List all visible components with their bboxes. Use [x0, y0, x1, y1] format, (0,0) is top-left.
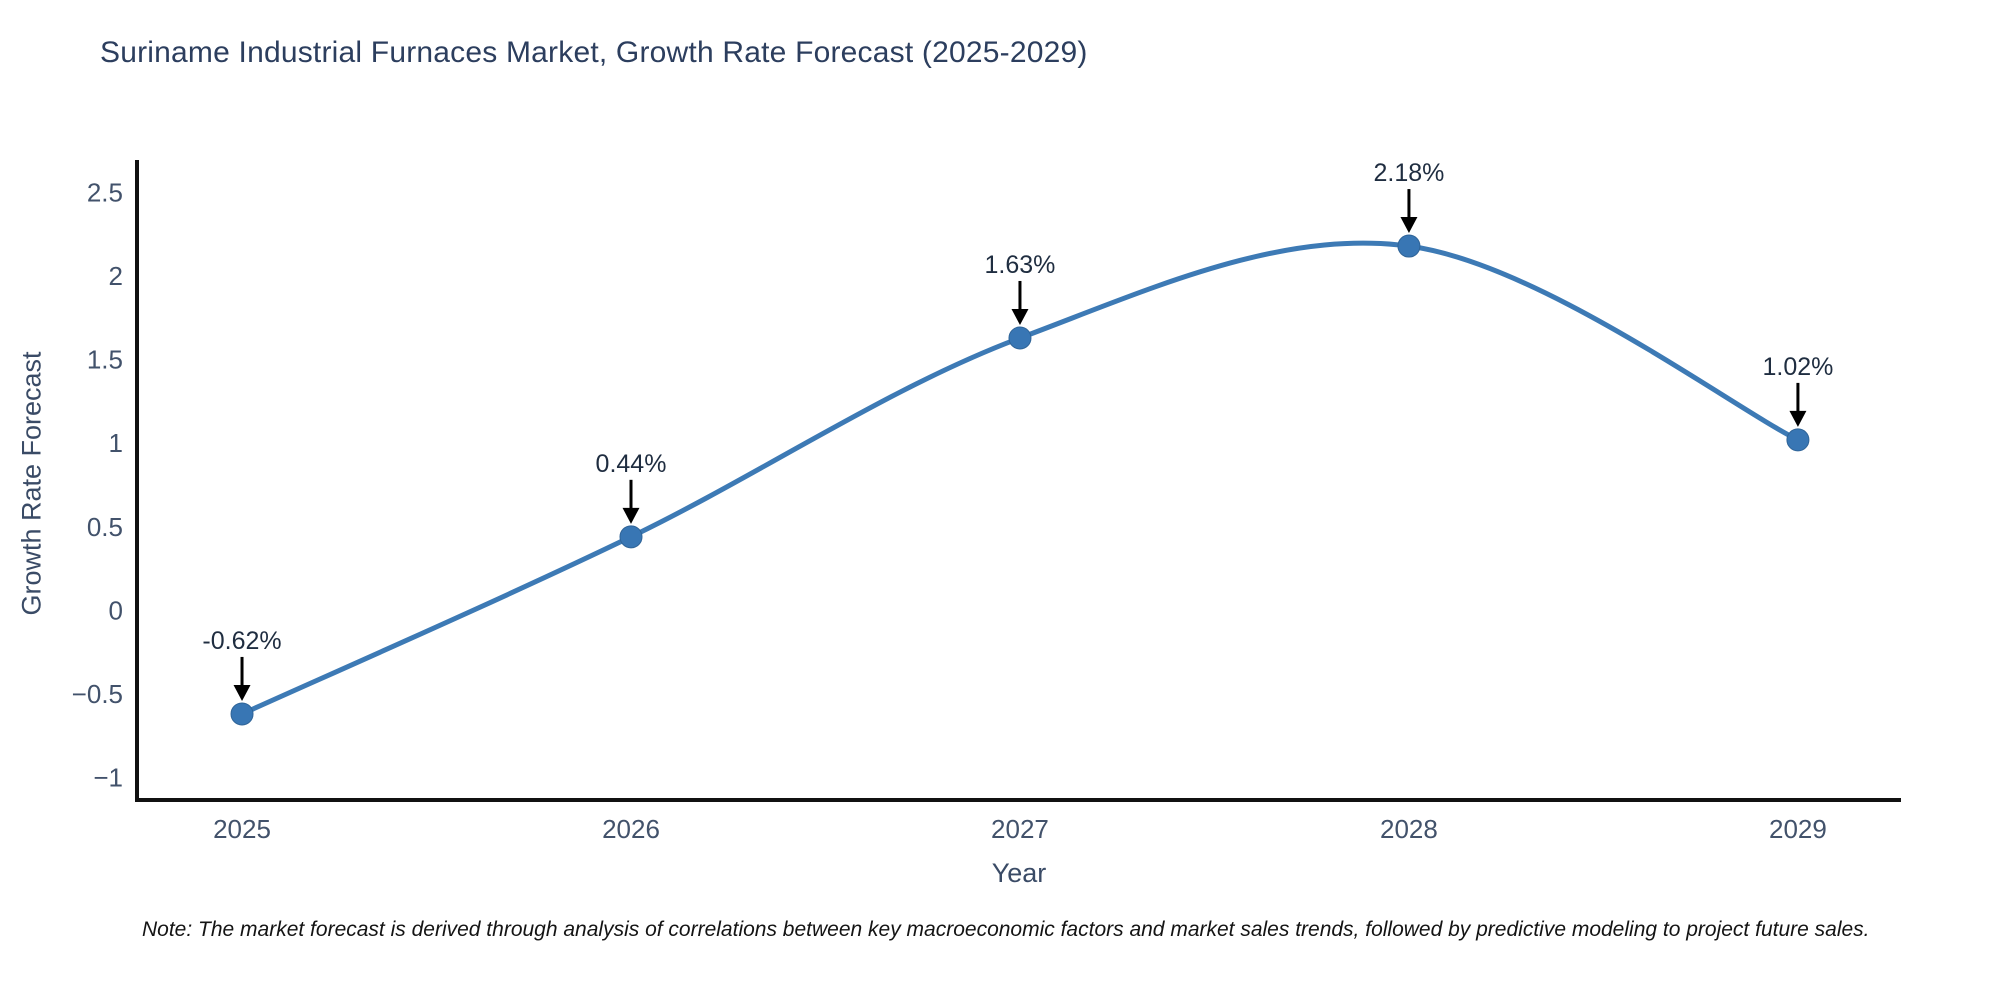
data-point-marker	[230, 702, 254, 726]
x-tick-label: 2027	[991, 814, 1049, 844]
y-tick-label: 0.5	[87, 512, 123, 542]
data-point-marker	[1786, 428, 1810, 452]
data-point-label: -0.62%	[202, 627, 281, 655]
annotation-arrowhead	[1789, 410, 1807, 427]
y-tick-label: 1	[109, 428, 123, 458]
data-point-marker	[1008, 326, 1032, 350]
data-point-label: 2.18%	[1374, 159, 1445, 187]
annotation-arrowhead	[622, 507, 640, 524]
y-tick-label: 2	[109, 261, 123, 291]
x-tick-label: 2026	[602, 814, 660, 844]
annotation-arrowhead	[233, 684, 251, 701]
y-tick-label: −0.5	[72, 679, 123, 709]
data-point-label: 1.02%	[1762, 353, 1833, 381]
y-tick-label: −1	[93, 762, 123, 792]
data-point-marker	[619, 525, 643, 549]
x-tick-label: 2028	[1380, 814, 1438, 844]
x-tick-label: 2025	[213, 814, 271, 844]
annotation-arrowhead	[1400, 217, 1418, 234]
y-tick-label: 0	[109, 595, 123, 625]
x-axis-title: Year	[991, 858, 1047, 888]
annotation-arrowhead	[1011, 308, 1029, 325]
data-point-label: 1.63%	[985, 251, 1056, 279]
y-tick-label: 2.5	[87, 178, 123, 208]
data-point-marker	[1397, 234, 1421, 258]
x-tick-label: 2029	[1769, 814, 1827, 844]
chart-footnote: Note: The market forecast is derived thr…	[142, 918, 1870, 941]
chart-title: Suriname Industrial Furnaces Market, Gro…	[100, 36, 1088, 69]
data-point-label: 0.44%	[596, 450, 667, 478]
y-tick-label: 1.5	[87, 345, 123, 375]
